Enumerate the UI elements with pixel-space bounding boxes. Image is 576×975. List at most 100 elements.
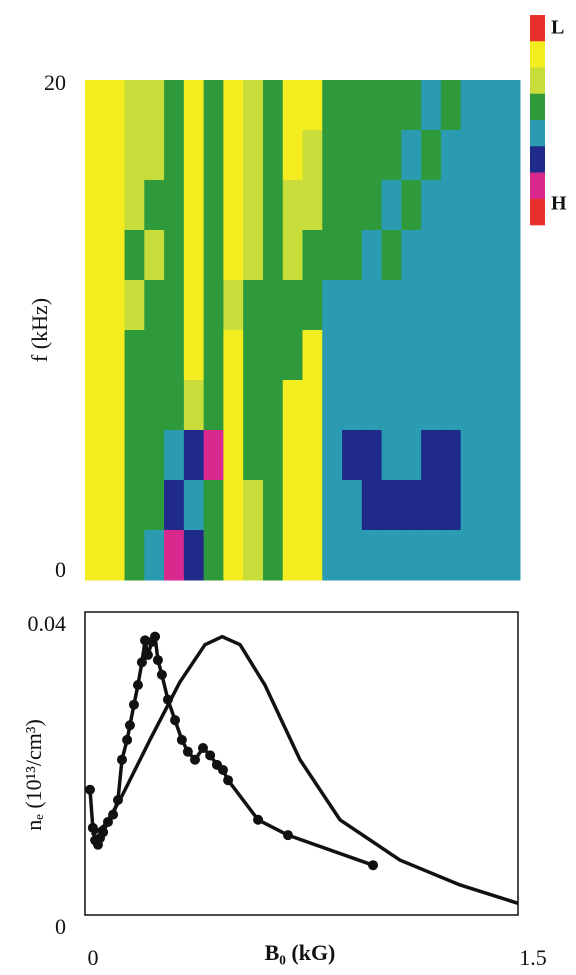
heatmap-cell — [164, 280, 185, 331]
data-point — [156, 669, 167, 680]
heatmap-cell — [421, 330, 442, 381]
heatmap-cell — [85, 430, 106, 481]
heatmap-cell — [302, 80, 323, 131]
data-point — [132, 679, 143, 690]
heatmap-cell — [183, 430, 205, 481]
heatmap-cell — [144, 480, 165, 531]
heatmap-cell — [223, 430, 244, 481]
heatmap-cell — [282, 180, 303, 231]
heatmap-cell — [262, 530, 284, 581]
heatmap-cell — [401, 480, 422, 531]
heatmap-cell — [104, 230, 126, 281]
heatmap-cell — [85, 480, 106, 531]
x-axis-label: B₀ (kG) — [265, 940, 336, 965]
heatmap-cell — [302, 230, 323, 281]
heatmap-cell — [262, 130, 284, 181]
heatmap-cell — [262, 180, 284, 231]
heatmap-cell — [124, 130, 145, 181]
heatmap-cell — [361, 480, 383, 531]
heatmap-cell — [480, 80, 501, 131]
heatmap-cell — [500, 330, 521, 381]
heatmap-cell — [460, 530, 481, 581]
heatmap-cell — [342, 180, 363, 231]
heatmap-cell — [183, 380, 205, 431]
y-tick-label: 20 — [44, 70, 66, 95]
heatmap-cell — [104, 380, 126, 431]
heatmap-cell — [203, 230, 224, 281]
heatmap-cell — [361, 330, 383, 381]
heatmap-cell — [124, 280, 145, 331]
heatmap-cell — [401, 230, 422, 281]
data-line — [88, 634, 374, 867]
heatmap-cell — [124, 430, 145, 481]
heatmap-cell — [85, 230, 106, 281]
heatmap-cell — [500, 530, 521, 581]
heatmap-cell — [144, 230, 165, 281]
heatmap-cell — [361, 230, 383, 281]
heatmap-cell — [243, 230, 264, 281]
heatmap-cell — [480, 480, 501, 531]
heatmap-cell — [302, 530, 323, 581]
heatmap-cell — [440, 480, 462, 531]
heatmap-cell — [381, 230, 402, 281]
heatmap-cell — [282, 80, 303, 131]
heatmap-cell — [342, 130, 363, 181]
heatmap-cell — [183, 130, 205, 181]
y-axis-label: f (kHz) — [27, 298, 52, 362]
heatmap-cell — [440, 330, 462, 381]
heatmap-cell — [144, 530, 165, 581]
heatmap-cell — [144, 380, 165, 431]
x-tick-label: 0 — [88, 945, 99, 970]
heatmap-cell — [421, 480, 442, 531]
heatmap-cell — [460, 430, 481, 481]
heatmap-cell — [282, 330, 303, 381]
heatmap-cell — [85, 180, 106, 231]
heatmap-cell — [302, 480, 323, 531]
heatmap-cell — [381, 180, 402, 231]
data-point — [217, 764, 228, 775]
heatmap-cell — [401, 180, 422, 231]
heatmap-cell — [460, 230, 481, 281]
heatmap-cell — [262, 430, 284, 481]
heatmap-cell — [480, 280, 501, 331]
heatmap-cell — [164, 180, 185, 231]
heatmap-cell — [223, 530, 244, 581]
heatmap-cell — [203, 380, 224, 431]
heatmap-cell — [282, 480, 303, 531]
heatmap-cell — [440, 280, 462, 331]
heatmap-cell — [262, 480, 284, 531]
heatmap-cell — [124, 180, 145, 231]
heatmap-cell — [183, 530, 205, 581]
heatmap-cell — [342, 80, 363, 131]
heatmap-cell — [342, 530, 363, 581]
heatmap-cell — [164, 230, 185, 281]
heatmap-cell — [262, 380, 284, 431]
heatmap-cell — [203, 180, 224, 231]
heatmap-cell — [85, 80, 106, 131]
heatmap-cell — [500, 230, 521, 281]
heatmap-cell — [500, 380, 521, 431]
data-point — [176, 734, 187, 745]
heatmap-cell — [85, 330, 106, 381]
heatmap-cell — [243, 330, 264, 381]
y-tick-label: 0 — [55, 914, 66, 939]
data-point — [368, 860, 379, 871]
data-line — [90, 634, 519, 905]
heatmap-cell — [164, 380, 185, 431]
heatmap-cell — [322, 280, 343, 331]
heatmap-cell — [223, 480, 244, 531]
heatmap-cell — [401, 430, 422, 481]
heatmap-cell — [480, 380, 501, 431]
heatmap-cell — [421, 80, 442, 131]
data-point — [190, 754, 201, 765]
heatmap-cell — [223, 80, 244, 131]
heatmap-cell — [223, 130, 244, 181]
heatmap-cell — [322, 130, 343, 181]
heatmap-cell — [282, 130, 303, 181]
heatmap-cell — [183, 230, 205, 281]
heatmap-cell — [401, 330, 422, 381]
heatmap-cell — [104, 80, 126, 131]
heatmap-cell — [104, 530, 126, 581]
heatmap-cell — [85, 530, 106, 581]
heatmap-cell — [243, 380, 264, 431]
